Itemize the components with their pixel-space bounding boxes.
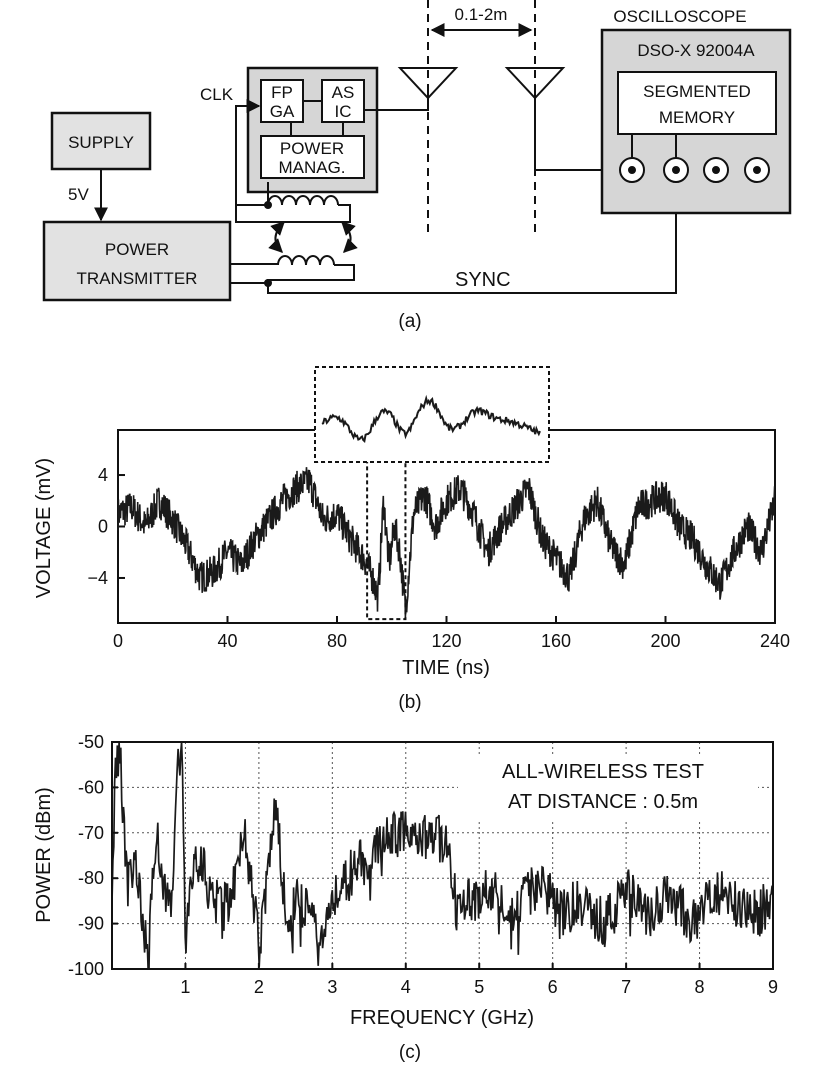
panel-c-label: (c) <box>399 1042 421 1063</box>
spectrum-y-tick-label: -60 <box>78 777 104 797</box>
rx-antenna <box>504 67 566 100</box>
spectrum-x-tick-label: 3 <box>327 977 337 997</box>
power-manag-box <box>260 135 365 179</box>
segmented-memory-label-1: SEGMENTED <box>643 82 751 101</box>
sync-label: SYNC <box>455 269 511 291</box>
segmented-memory-label-2: MEMORY <box>659 108 735 127</box>
supply-box <box>50 111 152 171</box>
spectrum-y-tick-label: -50 <box>78 732 104 752</box>
voltage-y-axis-label: VOLTAGE (mV) <box>33 458 55 598</box>
voltage-x-tick-label: 160 <box>541 631 571 651</box>
spectrum-x-axis-label: FREQUENCY (GHz) <box>350 1007 534 1029</box>
oscilloscope-label: OSCILLOSCOPE <box>613 7 746 26</box>
fpga-box <box>260 79 304 123</box>
coupling-arrow-left <box>268 221 285 253</box>
spectrum-y-axis-label: POWER (dBm) <box>33 787 55 923</box>
panel-b-label: (b) <box>398 692 421 713</box>
asic-label-2: IC <box>335 102 352 121</box>
voltage-x-axis-label: TIME (ns) <box>402 657 490 679</box>
spectrum-x-tick-label: 5 <box>474 977 484 997</box>
voltage-y-tick-label: −4 <box>87 568 108 588</box>
power-transmitter-label-1: POWER <box>105 240 169 259</box>
spectrum-y-tick-label: -100 <box>68 959 104 979</box>
spectrum-y-tick-label: -90 <box>78 914 104 934</box>
panel-a-label: (a) <box>398 311 421 332</box>
clk-label: CLK <box>200 85 234 104</box>
zoom-inset-trace <box>321 394 541 443</box>
voltage-x-tick-label: 40 <box>217 631 237 651</box>
spectrum-y-tick-label: -80 <box>78 868 104 888</box>
zoom-inset <box>314 366 550 463</box>
voltage-trace <box>117 467 776 618</box>
clk-wire <box>235 99 261 210</box>
setup-diagram: SUPPLY 5V POWER TRANSMITTER FP GA AS IC … <box>42 0 792 302</box>
voltage-x-tick-label: 240 <box>760 631 790 651</box>
fpga-label-1: FP <box>271 83 293 102</box>
spectrum-annotation-1: ALL-WIRELESS TEST <box>502 761 704 783</box>
power-manag-label-2: MANAG. <box>278 158 345 177</box>
zoom-region <box>366 458 407 621</box>
spectrum-plot-frame <box>111 741 774 970</box>
transmitter-coil <box>230 255 355 287</box>
spectrum-annotation-2: AT DISTANCE : 0.5m <box>508 791 698 813</box>
spectrum-x-tick-label: 7 <box>621 977 631 997</box>
oscilloscope-channels <box>619 157 770 183</box>
supply-label: SUPPLY <box>68 133 134 152</box>
coupling-arrow-right <box>341 221 358 253</box>
spectrum-x-tick-label: 2 <box>254 977 264 997</box>
spectrum-y-tick-label: -70 <box>78 823 104 843</box>
power-transmitter-box <box>42 220 232 302</box>
power-transmitter-label-2: TRANSMITTER <box>77 269 198 288</box>
voltage-y-tick-label: 4 <box>98 465 108 485</box>
spectrum-x-tick-label: 6 <box>548 977 558 997</box>
spectrum-x-tick-label: 1 <box>180 977 190 997</box>
power-spectrum-chart: 1 2 3 4 5 6 7 8 9 -50 -60 -70 -80 -90 -100 ALL-WIRELES… <box>33 732 778 1029</box>
fpga-label-2: GA <box>270 102 295 121</box>
tx-antenna <box>397 67 459 100</box>
spectrum-x-tick-label: 4 <box>401 977 411 997</box>
voltage-x-tick-label: 200 <box>650 631 680 651</box>
oscilloscope-model: DSO-X 92004A <box>637 41 755 60</box>
spectrum-trace <box>111 741 774 970</box>
asic-label-1: AS <box>332 83 355 102</box>
voltage-x-tick-label: 0 <box>113 631 123 651</box>
voltage-x-tick-label: 80 <box>327 631 347 651</box>
rx-wire <box>534 92 620 171</box>
spectrum-x-tick-label: 8 <box>695 977 705 997</box>
power-manag-label-1: POWER <box>280 139 344 158</box>
distance-label: 0.1-2m <box>455 5 508 24</box>
segmented-memory-box <box>617 71 777 135</box>
supply-voltage-label: 5V <box>68 185 89 204</box>
spectrum-x-tick-label: 9 <box>768 977 778 997</box>
voltage-x-tick-label: 120 <box>431 631 461 651</box>
voltage-y-tick-label: 0 <box>98 517 108 537</box>
sync-wire <box>230 170 677 294</box>
